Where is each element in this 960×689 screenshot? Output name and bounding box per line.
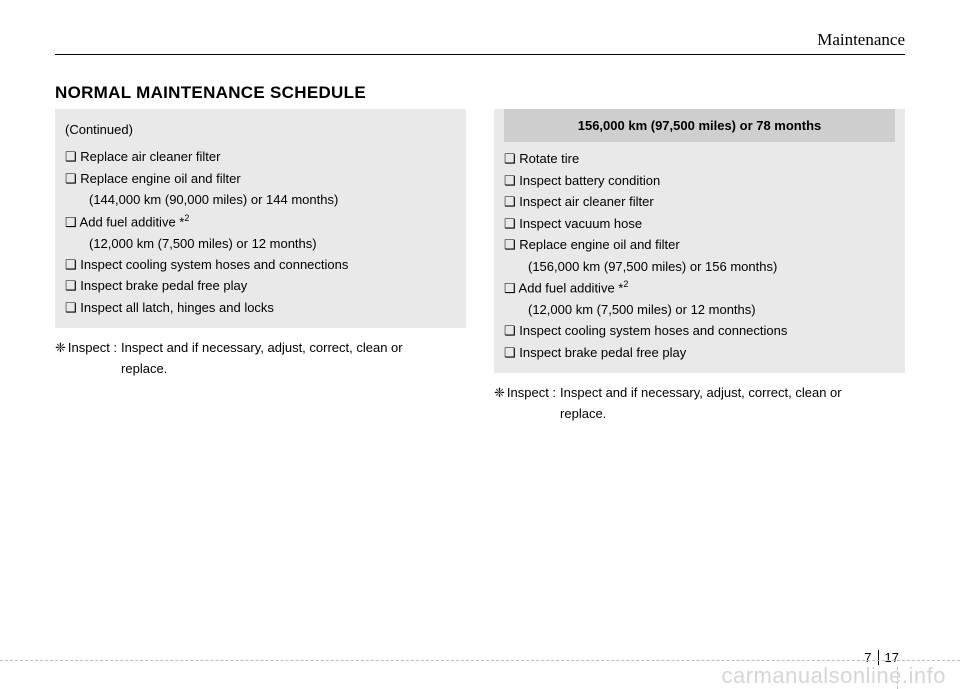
note-label: Inspect : xyxy=(507,383,560,425)
left-note: ❈ Inspect : Inspect and if necessary, ad… xyxy=(55,338,466,380)
watermark: carmanualsonline.info xyxy=(0,660,960,689)
list-item: (12,000 km (7,500 miles) or 12 months) xyxy=(65,233,456,254)
list-item: ❑ Rotate tire xyxy=(504,148,895,169)
superscript: 2 xyxy=(184,213,189,223)
list-item: ❑ Replace engine oil and filter xyxy=(504,234,895,255)
list-item: ❑ Inspect vacuum hose xyxy=(504,213,895,234)
note-symbol: ❈ xyxy=(494,383,507,425)
section-title: Maintenance xyxy=(55,30,905,50)
list-item: (12,000 km (7,500 miles) or 12 months) xyxy=(504,299,895,320)
page-header: Maintenance xyxy=(55,30,905,55)
right-note: ❈ Inspect : Inspect and if necessary, ad… xyxy=(494,383,905,425)
list-item: ❑ Add fuel additive *2 xyxy=(504,277,895,299)
left-column: (Continued) ❑ Replace air cleaner filter… xyxy=(55,109,466,425)
list-item: (156,000 km (97,500 miles) or 156 months… xyxy=(504,256,895,277)
main-heading: NORMAL MAINTENANCE SCHEDULE xyxy=(55,83,905,103)
list-item: ❑ Inspect brake pedal free play xyxy=(65,275,456,296)
note-text: Inspect and if necessary, adjust, correc… xyxy=(560,383,905,425)
content-columns: (Continued) ❑ Replace air cleaner filter… xyxy=(55,109,905,425)
list-item: ❑ Inspect all latch, hinges and locks xyxy=(65,297,456,318)
right-column: 156,000 km (97,500 miles) or 78 months ❑… xyxy=(494,109,905,425)
list-item: ❑ Inspect cooling system hoses and conne… xyxy=(65,254,456,275)
list-item: ❑ Inspect cooling system hoses and conne… xyxy=(504,320,895,341)
left-box: (Continued) ❑ Replace air cleaner filter… xyxy=(55,109,466,328)
list-item: ❑ Inspect air cleaner filter xyxy=(504,191,895,212)
list-item: ❑ Inspect brake pedal free play xyxy=(504,342,895,363)
note-symbol: ❈ xyxy=(55,338,68,380)
list-item: ❑ Add fuel additive *2 xyxy=(65,211,456,233)
continued-label: (Continued) xyxy=(65,115,456,146)
right-box-header: 156,000 km (97,500 miles) or 78 months xyxy=(504,109,895,142)
list-item: ❑ Replace engine oil and filter xyxy=(65,168,456,189)
list-item: ❑ Inspect battery condition xyxy=(504,170,895,191)
list-item: (144,000 km (90,000 miles) or 144 months… xyxy=(65,189,456,210)
list-item: ❑ Replace air cleaner filter xyxy=(65,146,456,167)
note-text: Inspect and if necessary, adjust, correc… xyxy=(121,338,466,380)
right-box: 156,000 km (97,500 miles) or 78 months ❑… xyxy=(494,109,905,373)
superscript: 2 xyxy=(623,279,628,289)
note-label: Inspect : xyxy=(68,338,121,380)
